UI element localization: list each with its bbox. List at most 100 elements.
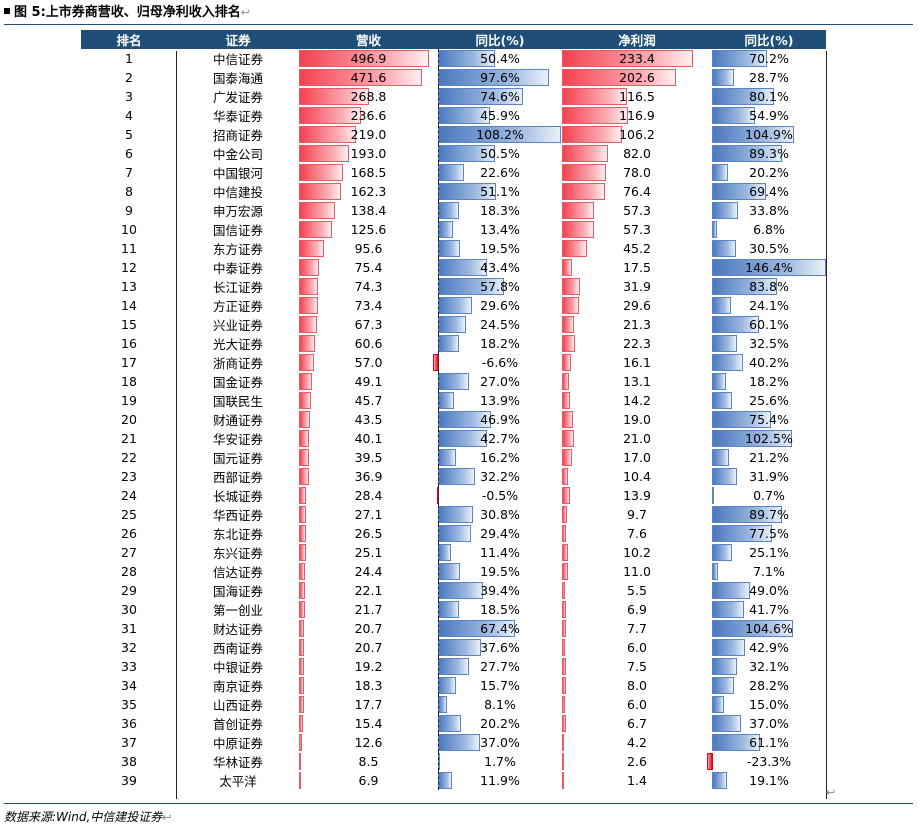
net-profit-yoy-value: 61.1%: [749, 735, 789, 750]
revenue-value: 21.7: [354, 602, 383, 617]
data-bar: [299, 639, 305, 656]
revenue-value: 26.5: [354, 526, 383, 541]
data-bar: [712, 88, 775, 105]
data-bar: [438, 240, 461, 257]
table-row: 18 国金证券 49.1 27.0% 13.1 18.2%: [81, 372, 826, 391]
revenue-yoy-cell: 16.2%: [438, 448, 562, 467]
net-profit-yoy-value: 70.2%: [749, 51, 789, 66]
zero-axis-line: [438, 144, 439, 163]
net-profit-yoy-value: 102.5%: [745, 431, 793, 446]
net-profit-value: 8.0: [627, 678, 647, 693]
net-profit-yoy-cell: 41.7%: [712, 600, 826, 619]
revenue-yoy-cell: 27.7%: [438, 657, 562, 676]
ranking-table: 排名 证券 营收 同比(%) 净利润 同比(%) 1 中信证券 496.9 50.4%…: [81, 30, 826, 790]
data-bar: [438, 164, 464, 181]
rank-cell: 3: [125, 89, 133, 104]
revenue-value: 20.7: [354, 640, 383, 655]
header-revenue: 营收: [299, 30, 438, 49]
net-profit-yoy-cell: 75.4%: [712, 410, 826, 429]
data-bar: [712, 69, 735, 86]
data-bar: [438, 373, 469, 390]
data-bar: [712, 639, 746, 656]
table-row: 11 东方证券 95.6 19.5% 45.2 30.5%: [81, 239, 826, 258]
rank-cell: 24: [121, 488, 137, 503]
data-bar: [299, 772, 301, 789]
net-profit-cell: 21.3: [562, 315, 712, 334]
table-row: 6 中金公司 193.0 50.5% 82.0 89.3%: [81, 144, 826, 163]
net-profit-yoy-cell: 80.1%: [712, 87, 826, 106]
revenue-cell: 74.3: [299, 277, 438, 296]
revenue-yoy-cell: 22.6%: [438, 163, 562, 182]
net-profit-value: 10.2: [623, 545, 651, 560]
net-profit-value: 76.4: [623, 184, 651, 199]
security-name-cell: 中国银河: [212, 166, 263, 181]
security-name-cell: 方正证券: [212, 299, 263, 314]
data-bar: [562, 335, 575, 352]
revenue-cell: 24.4: [299, 562, 438, 581]
zero-axis-line: [438, 334, 439, 353]
revenue-value: 168.5: [350, 165, 387, 180]
net-profit-cell: 82.0: [562, 144, 712, 163]
net-profit-yoy-cell: 104.9%: [712, 125, 826, 144]
net-profit-value: 13.9: [623, 488, 651, 503]
data-bar: [299, 88, 370, 105]
header-net-profit: 净利润: [562, 30, 712, 49]
data-bar: [712, 430, 792, 447]
net-profit-yoy-cell: -23.3%: [707, 752, 826, 771]
data-bar: [712, 563, 718, 580]
zero-axis-line: [438, 695, 439, 714]
net-profit-yoy-cell: 15.0%: [712, 695, 826, 714]
revenue-value: 17.7: [354, 697, 383, 712]
data-bar: [562, 468, 568, 485]
revenue-cell: 162.3: [299, 182, 438, 201]
data-bar: [438, 506, 473, 523]
data-bar: [562, 50, 693, 67]
data-bar: [299, 449, 310, 466]
revenue-yoy-cell: 15.7%: [438, 676, 562, 695]
security-name-cell: 中信建投: [212, 185, 263, 200]
data-bar: [562, 772, 564, 789]
data-bar: [299, 658, 305, 675]
revenue-yoy-value: 11.9%: [480, 773, 520, 788]
square-bullet-icon: [4, 8, 10, 14]
revenue-yoy-value: 27.7%: [480, 659, 520, 674]
net-profit-yoy-value: 104.6%: [745, 621, 793, 636]
revenue-cell: 219.0: [299, 125, 438, 144]
rank-cell: 1: [125, 51, 133, 66]
net-profit-value: 78.0: [623, 165, 651, 180]
security-name-cell: 兴业证券: [212, 318, 263, 333]
data-bar: [438, 202, 459, 219]
net-profit-yoy-cell: 21.2%: [712, 448, 826, 467]
revenue-yoy-cell: 29.6%: [438, 296, 562, 315]
net-profit-value: 16.1: [623, 355, 651, 370]
data-bar: [299, 582, 305, 599]
data-bar: [712, 449, 729, 466]
net-profit-yoy-cell: 69.4%: [712, 182, 826, 201]
net-profit-yoy-value: 28.2%: [749, 678, 789, 693]
rank-cell: 12: [121, 260, 137, 275]
source-text: 数据来源:Wind,中信建投证券: [4, 810, 163, 824]
revenue-yoy-cell: 108.2%: [438, 125, 562, 144]
rank-cell: 26: [121, 526, 137, 541]
revenue-value: 162.3: [350, 184, 387, 199]
data-bar: [712, 259, 826, 276]
security-name-cell: 第一创业: [212, 603, 263, 618]
revenue-yoy-value: 18.3%: [480, 203, 520, 218]
data-bar: [438, 449, 457, 466]
zero-axis-line: [438, 619, 439, 638]
net-profit-yoy-cell: 89.7%: [712, 505, 826, 524]
data-bar: [438, 563, 461, 580]
net-profit-value: 57.3: [623, 222, 651, 237]
revenue-cell: 21.7: [299, 600, 438, 619]
table-row: 4 华泰证券 236.6 45.9% 116.9 54.9%: [81, 106, 826, 125]
data-bar: [712, 677, 734, 694]
security-name-cell: 华泰证券: [212, 109, 263, 124]
data-bar: [438, 392, 454, 409]
data-bar: [299, 259, 319, 276]
zero-axis-line: [438, 429, 439, 448]
net-profit-yoy-cell: 77.5%: [712, 524, 826, 543]
revenue-yoy-value: 32.2%: [480, 469, 520, 484]
revenue-cell: 17.7: [299, 695, 438, 714]
header-net-profit-yoy: 同比(%): [712, 30, 826, 49]
net-profit-cell: 7.6: [562, 524, 712, 543]
